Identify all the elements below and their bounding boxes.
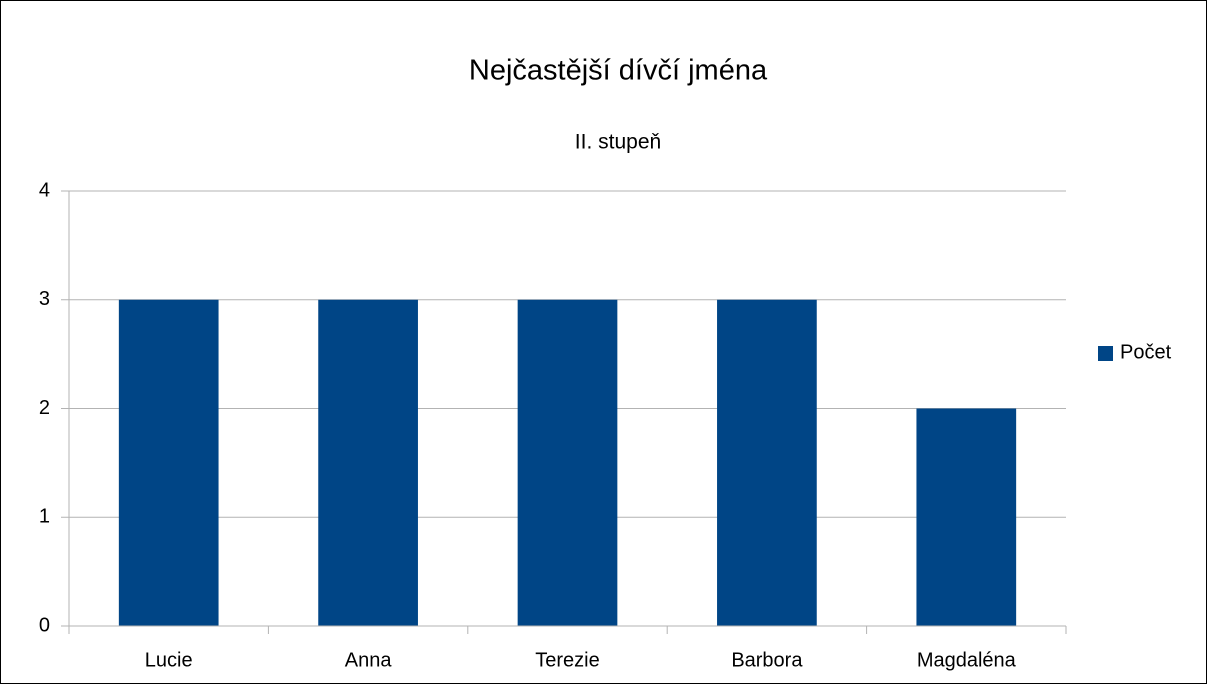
x-tick-label: Magdaléna xyxy=(917,649,1017,671)
y-tick-label: 2 xyxy=(39,397,50,419)
x-tick-label: Anna xyxy=(345,649,393,671)
y-tick-label: 0 xyxy=(39,614,50,636)
legend-swatch xyxy=(1098,346,1113,361)
bar xyxy=(318,299,418,626)
bar xyxy=(517,299,618,626)
chart-title: Nejčastější dívčí jména xyxy=(469,55,768,87)
bar xyxy=(717,299,817,626)
chart-subtitle: II. stupeň xyxy=(575,131,661,154)
bar xyxy=(916,408,1017,626)
bar xyxy=(118,299,219,626)
x-tick-label: Lucie xyxy=(145,649,193,671)
x-tick-label: Terezie xyxy=(535,649,599,671)
y-tick-label: 4 xyxy=(39,179,50,201)
y-tick-label: 3 xyxy=(39,288,50,310)
legend-label: Počet xyxy=(1120,341,1172,363)
y-tick-label: 1 xyxy=(39,506,50,528)
x-tick-label: Barbora xyxy=(731,649,803,671)
